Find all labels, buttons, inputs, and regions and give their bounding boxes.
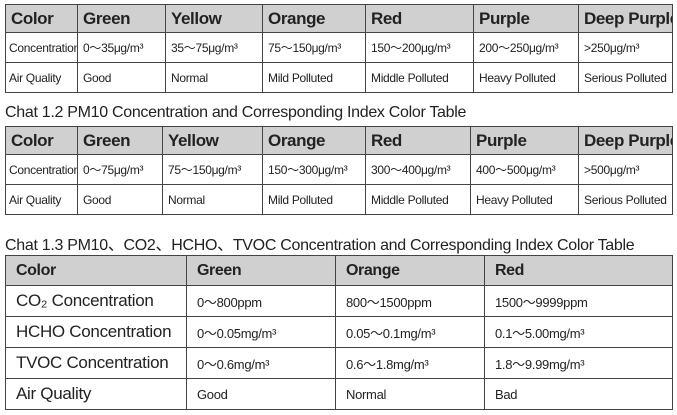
header-cell: Red: [484, 255, 673, 286]
data-table: Color Green Yellow Orange Red Purple Deep Purp…: [5, 126, 673, 215]
table-cell: Good: [77, 62, 166, 93]
data-table: Color Green Yellow Orange Red Purple Deep Purp…: [5, 4, 673, 93]
table-cell: Heavy Polluted: [470, 184, 579, 215]
row-label: Concentration: [5, 154, 78, 185]
row-label: CO₂ Concentration: [5, 285, 187, 317]
table-cell: Bad: [484, 378, 673, 410]
row-label: Concentration: [5, 32, 78, 63]
table-cell: >500μg/m³: [578, 154, 673, 185]
row-label: Air Quality: [5, 378, 187, 410]
header-cell: Orange: [262, 126, 366, 155]
table-cell: Middle Polluted: [365, 62, 474, 93]
table-cell: Mild Polluted: [262, 62, 366, 93]
table-cell: >250μg/m³: [578, 32, 673, 63]
table-cell: 0～75μg/m³: [77, 154, 163, 185]
header-cell: Green: [77, 4, 166, 33]
table-cell: Serious Polluted: [578, 184, 673, 215]
table-cell: 800～1500ppm: [335, 285, 485, 317]
row-label: Air Quality: [5, 184, 78, 215]
header-row: Color Green Orange Red: [5, 255, 673, 286]
table-cell: Heavy Polluted: [473, 62, 579, 93]
header-cell: Red: [365, 126, 471, 155]
table-row: Air Quality Good Normal Bad: [5, 378, 673, 410]
table-row: Concentration 0～35μg/m³ 35～75μg/m³ 75～150μg…: [5, 32, 673, 63]
header-cell: Purple: [473, 4, 579, 33]
table-cell: 300～400μg/m³: [365, 154, 471, 185]
table-caption: Chat 1.2 PM10 Concentration and Correspo…: [5, 104, 467, 121]
table-cell: 1.8～9.99mg/m³: [484, 347, 673, 379]
table-row: HCHO Concentration 0～0.05mg/m³ 0.05～0.1mg/…: [5, 316, 673, 348]
table-cell: Normal: [165, 62, 263, 93]
table-cell: Middle Polluted: [365, 184, 471, 215]
header-cell: Orange: [262, 4, 366, 33]
header-cell: Color: [5, 126, 78, 155]
header-cell: Orange: [335, 255, 485, 286]
header-cell: Red: [365, 4, 474, 33]
table-row: TVOC Concentration 0～0.6mg/m³ 0.6～1.8mg/m³…: [5, 347, 673, 379]
header-cell: Purple: [470, 126, 579, 155]
table-cell: Normal: [335, 378, 485, 410]
header-cell: Deep Purple: [578, 4, 673, 33]
header-cell: Yellow: [162, 126, 263, 155]
table-cell: 0～800ppm: [186, 285, 336, 317]
header-cell: Deep Purple: [578, 126, 673, 155]
row-label: TVOC Concentration: [5, 347, 187, 379]
table-row: CO₂ Concentration 0～800ppm 800～1500ppm 1500…: [5, 285, 673, 317]
table-row: Air Quality Good Normal Mild Polluted Middle…: [5, 184, 673, 215]
header-cell: Color: [5, 255, 187, 286]
table-cell: 1500～9999ppm: [484, 285, 673, 317]
table-cell: 75～150μg/m³: [262, 32, 366, 63]
row-label: HCHO Concentration: [5, 316, 187, 348]
table-caption: Chat 1.3 PM10、CO2、HCHO、TVOC Concentratio…: [5, 237, 635, 254]
table-cell: Serious Polluted: [578, 62, 673, 93]
table-cell: 0～0.6mg/m³: [186, 347, 336, 379]
table-cell: 0.6～1.8mg/m³: [335, 347, 485, 379]
header-cell: Green: [186, 255, 336, 286]
row-label: Air Quality: [5, 62, 78, 93]
table-cell: 200～250μg/m³: [473, 32, 579, 63]
table-cell: 400～500μg/m³: [470, 154, 579, 185]
table-row: Air Quality Good Normal Mild Polluted Middle…: [5, 62, 673, 93]
table-cell: 0.1～5.00mg/m³: [484, 316, 673, 348]
table-cell: 0.05～0.1mg/m³: [335, 316, 485, 348]
table-cell: Normal: [162, 184, 263, 215]
table-cell: 150～200μg/m³: [365, 32, 474, 63]
data-table: Color Green Orange Red CO₂ Concentration 0～80…: [5, 255, 673, 410]
table-row: Concentration 0～75μg/m³ 75～150μg/m³ 150～300…: [5, 154, 673, 185]
table-cell: 75～150μg/m³: [162, 154, 263, 185]
table-cell: Good: [186, 378, 336, 410]
table-cell: Mild Polluted: [262, 184, 366, 215]
table-cell: 150～300μg/m³: [262, 154, 366, 185]
header-cell: Green: [77, 126, 163, 155]
table-cell: 0～0.05mg/m³: [186, 316, 336, 348]
header-cell: Color: [5, 4, 78, 33]
header-row: Color Green Yellow Orange Red Purple Deep Purp…: [5, 126, 673, 155]
table-cell: Good: [77, 184, 163, 215]
table-cell: 0～35μg/m³: [77, 32, 166, 63]
header-row: Color Green Yellow Orange Red Purple Deep Purp…: [5, 4, 673, 33]
table-cell: 35～75μg/m³: [165, 32, 263, 63]
header-cell: Yellow: [165, 4, 263, 33]
